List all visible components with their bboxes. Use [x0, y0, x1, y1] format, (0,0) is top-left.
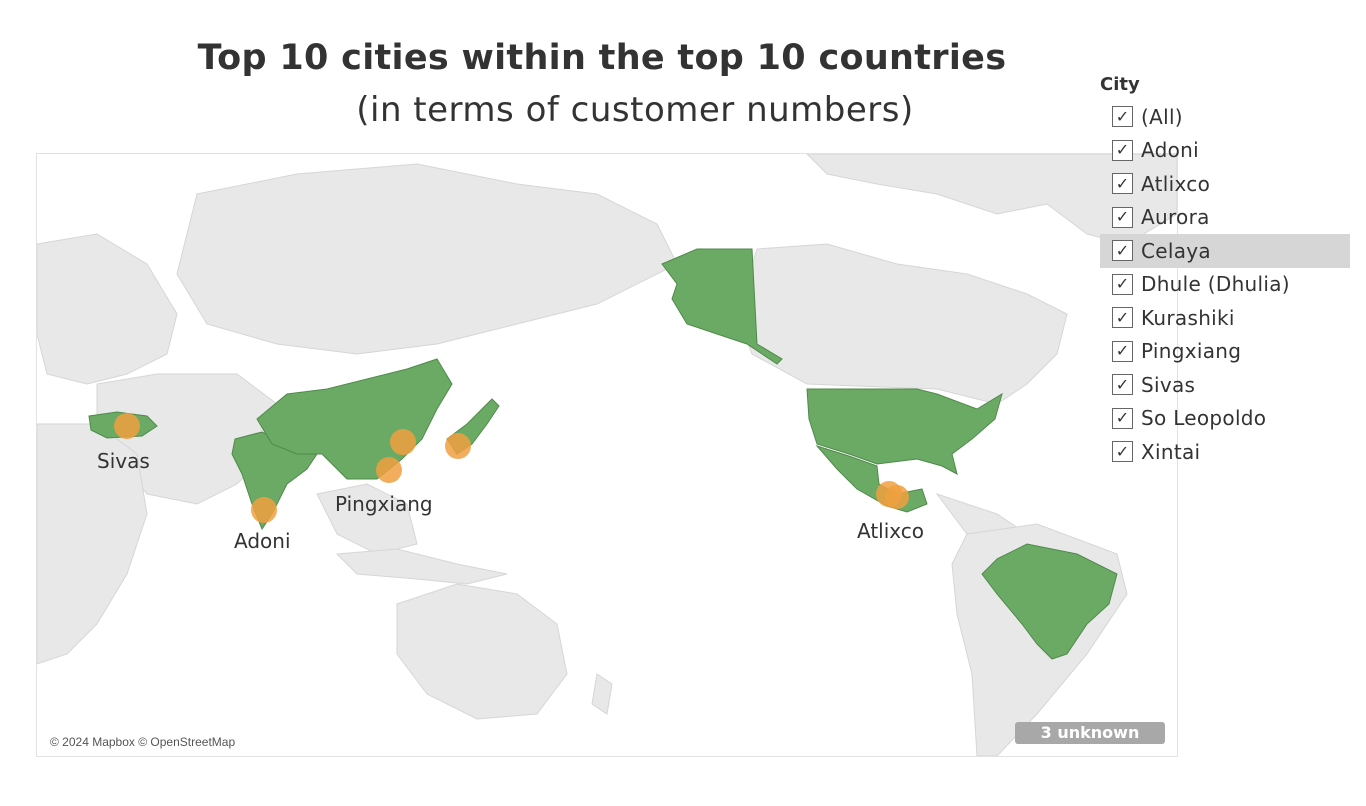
filter-item-label: Pingxiang: [1141, 339, 1242, 364]
city-marker-adoni: [251, 497, 277, 523]
city-marker-pingxiang: [376, 457, 402, 483]
checkbox-checked-icon[interactable]: ✓: [1112, 240, 1133, 262]
city-markers[interactable]: [114, 413, 909, 523]
filter-item-atlixco[interactable]: ✓ Atlixco: [1100, 167, 1350, 201]
checkbox-checked-icon[interactable]: ✓: [1112, 206, 1133, 228]
filter-title: City: [1100, 74, 1140, 95]
checkbox-checked-icon[interactable]: ✓: [1112, 407, 1133, 429]
filter-item-so-leopoldo[interactable]: ✓ So Leopoldo: [1100, 402, 1350, 436]
filter-item-sivas[interactable]: ✓ Sivas: [1100, 368, 1350, 402]
country-usa: [806, 388, 1003, 475]
filter-item-label: Kurashiki: [1141, 305, 1235, 330]
city-marker-atlixco-2: [885, 485, 909, 509]
checkbox-checked-icon[interactable]: ✓: [1112, 273, 1133, 295]
unknown-badge[interactable]: 3 unknown: [1015, 722, 1165, 744]
filter-item-label: Dhule (Dhulia): [1141, 272, 1290, 297]
map-view[interactable]: Sivas Pingxiang Adoni Atlixco © 2024 Map…: [36, 153, 1178, 757]
filter-item-celaya[interactable]: ✓ Celaya: [1100, 234, 1350, 268]
checkbox-checked-icon[interactable]: ✓: [1112, 307, 1133, 329]
chart-title: Top 10 cities within the top 10 countrie…: [197, 38, 1007, 78]
country-brazil: [981, 543, 1118, 660]
checkbox-checked-icon[interactable]: ✓: [1112, 340, 1133, 362]
filter-item-label: Atlixco: [1141, 171, 1211, 196]
filter-item-adoni[interactable]: ✓ Adoni: [1100, 134, 1350, 168]
filter-item-all[interactable]: ✓ (All): [1100, 100, 1350, 134]
checkbox-checked-icon[interactable]: ✓: [1112, 106, 1133, 128]
chart-subtitle: (in terms of customer numbers): [356, 90, 914, 130]
filter-item-label: Celaya: [1141, 238, 1211, 263]
city-label-sivas: Sivas: [97, 449, 150, 473]
checkbox-checked-icon[interactable]: ✓: [1112, 139, 1133, 161]
city-marker-china-north: [390, 429, 416, 455]
filter-item-pingxiang[interactable]: ✓ Pingxiang: [1100, 335, 1350, 369]
city-filter: City ✓ (All) ✓ Adoni ✓ Atlixco ✓ Aurora ✓ Cel…: [1100, 70, 1350, 469]
filter-item-xintai[interactable]: ✓ Xintai: [1100, 435, 1350, 469]
checkbox-checked-icon[interactable]: ✓: [1112, 441, 1133, 463]
filter-item-aurora[interactable]: ✓ Aurora: [1100, 201, 1350, 235]
checkbox-checked-icon[interactable]: ✓: [1112, 374, 1133, 396]
checkbox-checked-icon[interactable]: ✓: [1112, 173, 1133, 195]
map-canvas[interactable]: [37, 154, 1177, 756]
country-usa-alaska: [661, 248, 783, 365]
city-marker-japan: [445, 433, 471, 459]
base-land: [37, 154, 1177, 756]
city-marker-sivas: [114, 413, 140, 439]
filter-item-label: Sivas: [1141, 372, 1196, 397]
map-attribution[interactable]: © 2024 Mapbox © OpenStreetMap: [47, 734, 239, 750]
city-label-atlixco: Atlixco: [857, 519, 925, 543]
city-label-adoni: Adoni: [234, 529, 291, 553]
filter-item-dhule[interactable]: ✓ Dhule (Dhulia): [1100, 268, 1350, 302]
filter-item-kurashiki[interactable]: ✓ Kurashiki: [1100, 301, 1350, 335]
filter-item-label: Adoni: [1141, 138, 1199, 163]
city-label-pingxiang: Pingxiang: [335, 492, 433, 516]
filter-item-label: Aurora: [1141, 205, 1210, 230]
filter-item-label: Xintai: [1141, 439, 1201, 464]
filter-item-label: (All): [1141, 104, 1183, 129]
filter-item-label: So Leopoldo: [1141, 406, 1267, 431]
